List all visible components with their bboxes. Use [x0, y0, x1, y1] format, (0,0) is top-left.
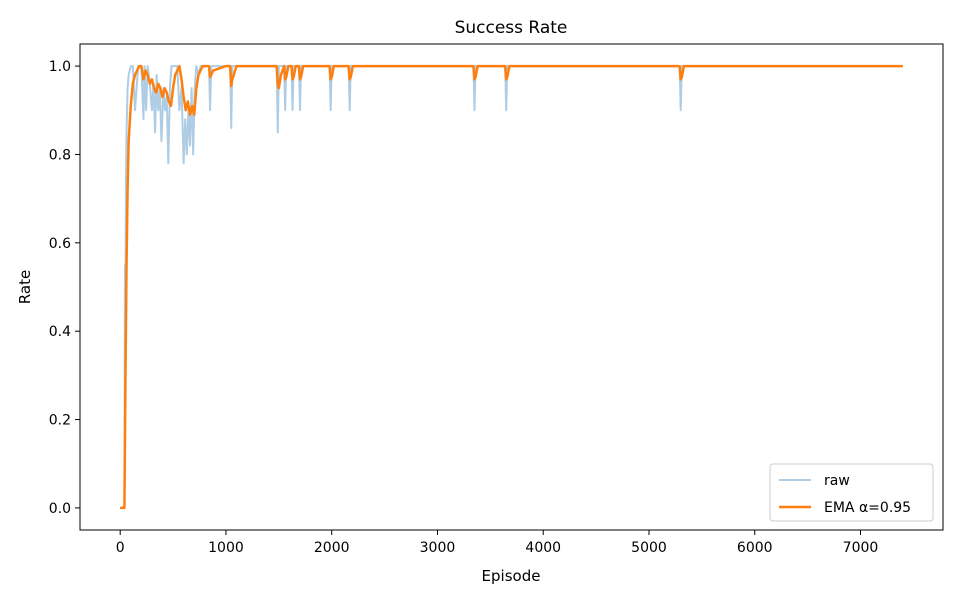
y-tick-label: 0.0 [49, 501, 71, 517]
legend: raw EMA α=0.95 [769, 463, 934, 522]
series-line-raw [120, 65, 903, 509]
plot-frame [79, 43, 944, 531]
x-tick-label: 5000 [631, 540, 667, 556]
chart-title: Success Rate [455, 18, 568, 38]
x-tick-label: 7000 [843, 540, 879, 556]
y-tick-label: 0.2 [49, 413, 71, 429]
y-axis: 0.0 0.2 0.4 0.6 0.8 1.0 [49, 59, 80, 517]
plot-area [120, 64, 903, 510]
x-axis: 0 1000 2000 3000 4000 5000 6000 7000 [116, 530, 879, 556]
y-tick-label: 0.6 [49, 236, 71, 252]
x-tick-label: 1000 [208, 540, 244, 556]
x-tick-label: 3000 [420, 540, 456, 556]
y-tick-label: 1.0 [49, 59, 71, 75]
x-tick-label: 0 [116, 540, 125, 556]
x-tick-label: 4000 [525, 540, 561, 556]
legend-label-ema: EMA α=0.95 [824, 500, 911, 516]
y-tick-label: 0.8 [49, 147, 71, 163]
x-axis-label: Episode [482, 567, 541, 585]
x-tick-label: 2000 [314, 540, 350, 556]
legend-label-raw: raw [824, 473, 850, 489]
y-axis-label: Rate [16, 270, 34, 304]
x-tick-label: 6000 [737, 540, 773, 556]
series-line-ema [120, 64, 903, 510]
y-tick-label: 0.4 [49, 324, 71, 340]
